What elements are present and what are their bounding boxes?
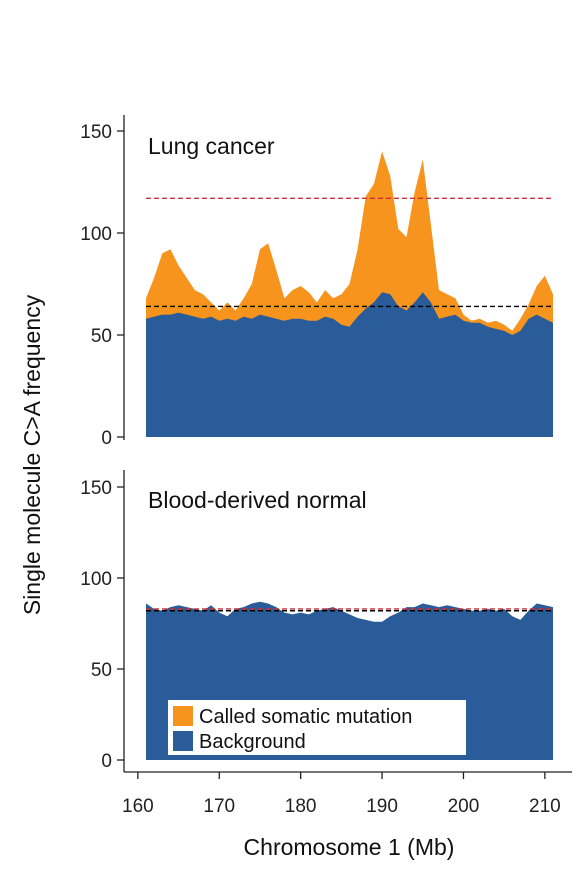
- x-tick-label: 170: [203, 796, 235, 817]
- y-tick-label: 50: [91, 326, 112, 347]
- legend-label-somatic: Called somatic mutation: [199, 706, 412, 728]
- x-tick-label: 160: [122, 796, 154, 817]
- panel-title: Lung cancer: [148, 133, 275, 159]
- panel-areas: [146, 151, 553, 437]
- y-tick-label: 150: [80, 122, 112, 143]
- y-tick-label: 0: [101, 751, 112, 772]
- legend-swatch-somatic: [173, 706, 193, 726]
- area-background: [146, 292, 553, 437]
- x-axis: 160 170 180 190 200 210: [122, 771, 572, 817]
- y-axis: 0 50 100 150: [80, 470, 125, 772]
- legend-label-background: Background: [199, 731, 306, 753]
- y-tick-label: 0: [101, 428, 112, 449]
- x-tick-label: 210: [529, 796, 561, 817]
- y-tick-label: 100: [80, 224, 112, 245]
- x-tick-label: 200: [448, 796, 480, 817]
- panel-lung-cancer: 0 50 100 150 Lung cancer: [80, 115, 553, 449]
- legend: Called somatic mutation Background: [168, 700, 466, 755]
- panel-threshold-lines: [146, 197, 553, 308]
- x-tick-label: 190: [366, 796, 398, 817]
- y-tick-label: 50: [91, 660, 112, 681]
- y-tick-label: 100: [80, 569, 112, 590]
- x-axis-title: Chromosome 1 (Mb): [244, 834, 455, 860]
- x-tick-label: 180: [285, 796, 317, 817]
- panel-threshold-lines: [146, 608, 553, 612]
- y-tick-label: 150: [80, 478, 112, 499]
- y-axis-title: Single molecule C>A frequency: [19, 294, 45, 615]
- legend-swatch-background: [173, 731, 193, 751]
- y-axis: 0 50 100 150: [80, 115, 125, 449]
- panel-title: Blood-derived normal: [148, 487, 367, 513]
- legend-box: [168, 700, 466, 755]
